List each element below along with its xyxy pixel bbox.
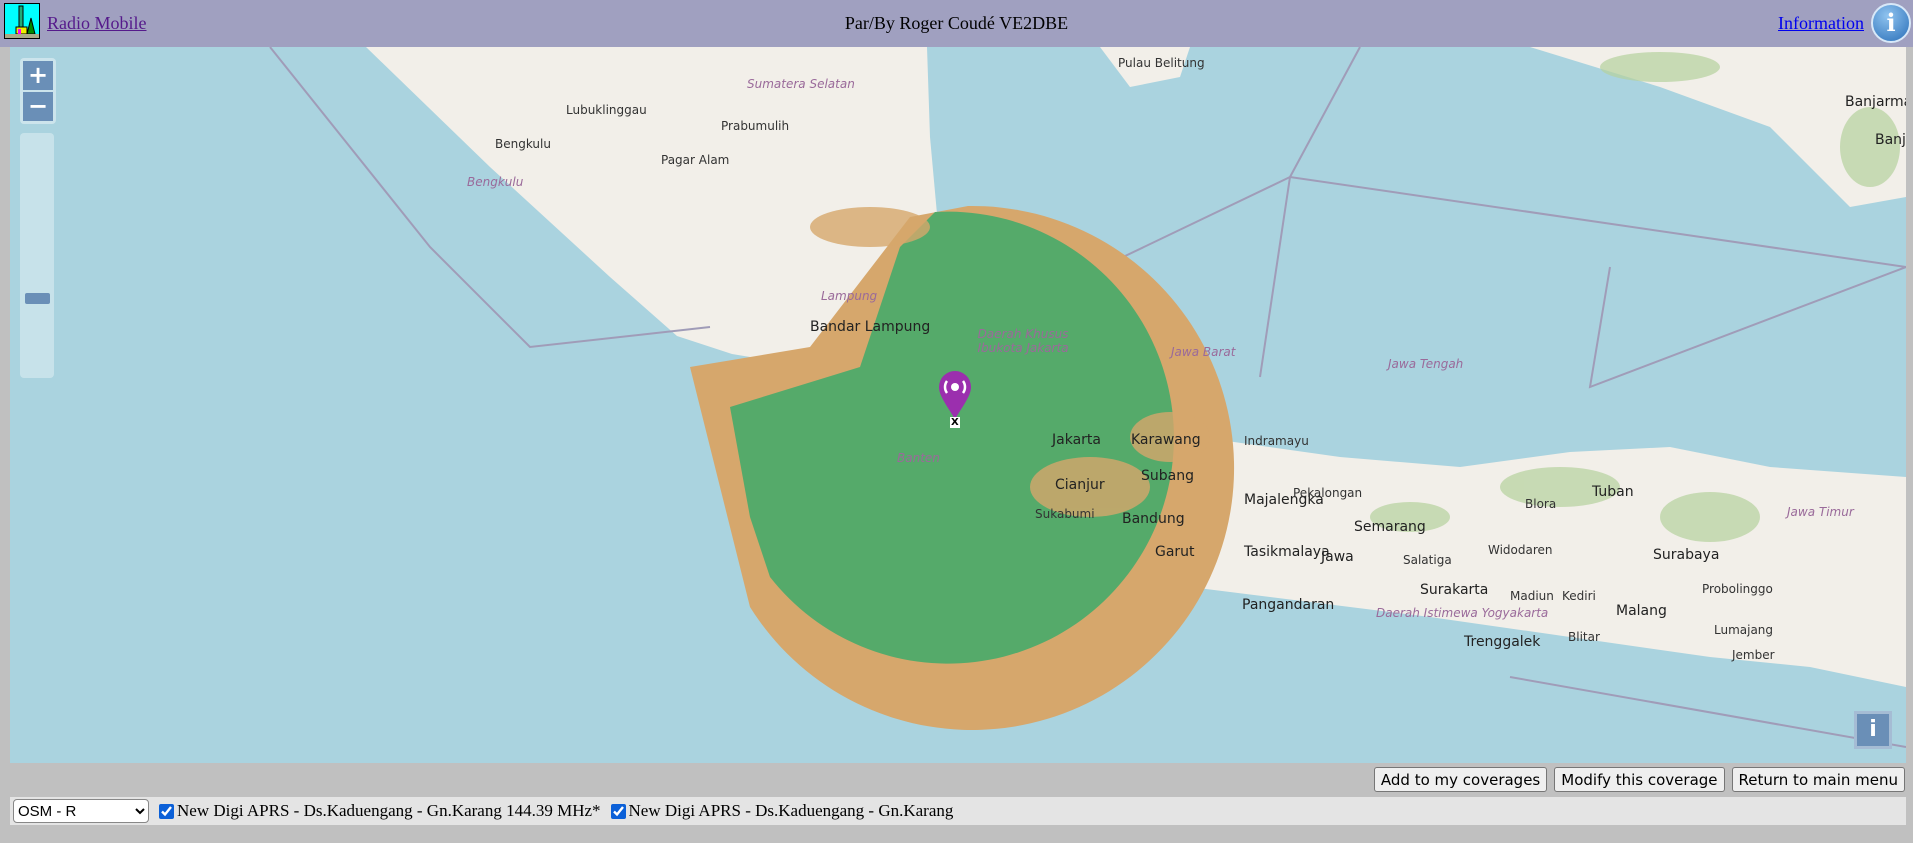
map-label: Banten [897,451,940,465]
map-label: Tasikmalaya [1244,544,1330,560]
map-label: Cianjur [1055,477,1105,493]
bangka-land [1100,47,1190,87]
layer-bar: OSM - R New Digi APRS - Ds.Kaduengang - … [10,797,1906,825]
map-label: Blitar [1568,630,1600,644]
zoom-slider-thumb[interactable] [25,293,50,304]
coverage-overlay [690,205,1235,730]
zoom-control: + − [20,58,56,124]
map-label: Salatiga [1403,553,1452,567]
coverage-strong-area [730,211,1174,664]
map-label: Majalengka [1244,492,1324,508]
map-label: Prabumulih [721,119,790,133]
zoom-slider[interactable] [20,133,54,378]
radio-tower-pin-icon [939,371,971,419]
map-label: Jember [1732,648,1775,662]
modify-coverage-button[interactable]: Modify this coverage [1554,767,1725,792]
map-label: Garut [1155,544,1195,560]
map-label: Jawa [1321,549,1354,565]
zoom-out-button[interactable]: − [23,92,53,121]
map-label: Pulau Belitung [1118,56,1205,70]
map-label: Karawang [1131,432,1201,448]
add-to-my-coverages-button[interactable]: Add to my coverages [1373,767,1548,792]
map-label: Pangandaran [1242,597,1335,613]
map-label: Widodaren [1488,543,1553,557]
information-link[interactable]: Information [1778,13,1864,33]
radio-mobile-logo [4,3,40,39]
map-label: Probolinggo [1702,582,1773,596]
map-label: Bandung [1122,511,1185,527]
map-view[interactable]: + − Sumatera Selatan Lubuklinggau Prabumul… [10,47,1906,763]
map-tiles [269,47,1906,748]
header-bar: Radio Mobile Par/By Roger Coudé VE2DBE I… [0,0,1913,47]
map-label: Pagar Alam [661,153,730,167]
map-label: Semarang [1354,519,1426,535]
map-label: Sukabumi [1035,507,1095,521]
return-main-menu-button[interactable]: Return to main menu [1731,767,1905,792]
radio-mobile-link[interactable]: Radio Mobile [47,13,147,33]
map-label: Kediri [1562,589,1596,603]
coverage-label-2: New Digi APRS - Ds.Kaduengang - Gn.Karan… [628,801,954,820]
map-label: Subang [1141,468,1194,484]
map-label: Jakarta [1052,432,1101,448]
map-label: Indramayu [1244,434,1309,448]
kalimantan-land [1530,47,1906,207]
map-label: Jawa Timur [1787,505,1854,519]
sumatra-land [366,47,940,378]
info-icon[interactable]: i [1871,3,1911,43]
map-label: Madiun [1510,589,1554,603]
map-label: Surabaya [1653,547,1720,563]
map-label: Bandar Lampung [810,319,931,335]
map-label: Lampung [821,289,878,303]
map-label: Banja [1875,132,1906,148]
map-label: Jawa Barat [1171,345,1236,359]
map-label: Sumatera Selatan [747,77,855,91]
coverage-checkbox-2[interactable] [610,803,626,819]
map-label: Malang [1616,603,1667,619]
map-label: Trenggalek [1464,634,1541,650]
map-label: Lubuklinggau [566,103,647,117]
attribution-button[interactable]: i [1854,711,1892,749]
map-label: Surakarta [1420,582,1489,598]
map-label: Daerah Istimewa Yogyakarta [1376,606,1549,620]
map-label: Pekalongan [1293,486,1363,500]
map-label: Tuban [1592,484,1634,500]
map-label: Lumajang [1714,623,1774,637]
marker-label: X [950,417,960,428]
map-label: Blora [1525,497,1557,511]
base-layer-select[interactable]: OSM - R [13,799,149,823]
map-label: Bengkulu [495,137,551,151]
zoom-in-button[interactable]: + [23,61,53,90]
map-label: Banjarma [1845,94,1906,110]
page-title: Par/By Roger Coudé VE2DBE [844,13,1069,33]
map-label: Jawa Tengah [1388,357,1464,371]
coverage-actions: Add to my coverages Modify this coverage… [1373,767,1905,792]
coverage-checkbox-1[interactable] [159,803,174,819]
map-label: Daerah Khusus Ibukota Jakarta [977,327,1069,355]
coverage-label-1: New Digi APRS - Ds.Kaduengang - Gn.Karan… [177,801,601,820]
map-label: Bengkulu [467,175,524,189]
